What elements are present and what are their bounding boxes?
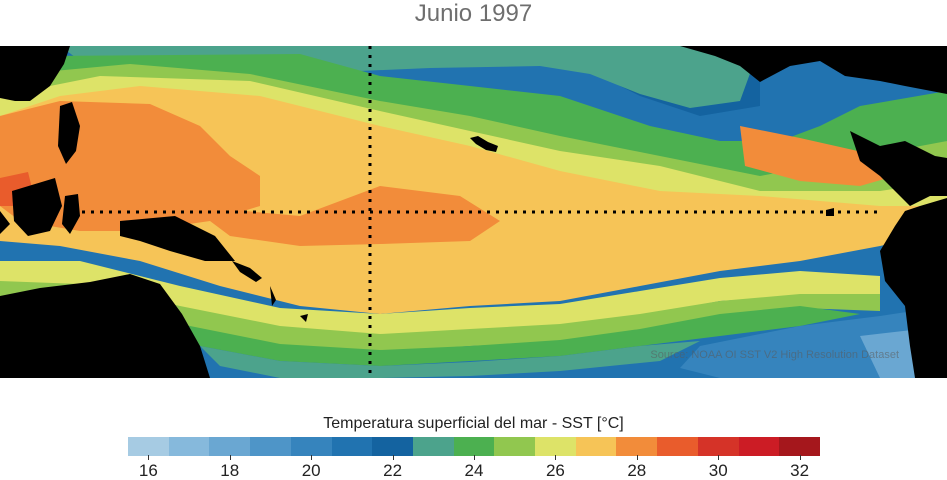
colorbar-tick (636, 455, 638, 460)
warm-pool-east (740, 126, 895, 186)
land-north-america (680, 46, 947, 94)
colorbar-tick (555, 455, 557, 460)
colorbar-tick (474, 455, 475, 460)
map-title: Junio 1997 (414, 0, 533, 27)
land-south-america (880, 198, 947, 378)
colorbar-tick (799, 455, 801, 460)
colorbar-swatch (209, 437, 251, 456)
colorbar-swatch (738, 437, 780, 456)
land-new-guinea (120, 216, 235, 261)
colorbar-tick-label: 24 (464, 461, 484, 480)
colorbar-tick (718, 455, 720, 460)
colorbar-tick-label: 28 (627, 461, 647, 480)
land-australia (0, 274, 210, 378)
land-asia (0, 46, 70, 101)
colorbar-swatch (616, 437, 658, 456)
colorbar-tick-label: 22 (383, 461, 403, 480)
colorbar-swatch (575, 437, 617, 456)
colorbar-tick-label: 30 (708, 461, 728, 480)
land-sulawesi (62, 194, 80, 234)
colorbar-tick (311, 455, 313, 460)
colorbar-swatch (290, 437, 332, 456)
colorbar-swatch (453, 437, 495, 456)
colorbar-tick-label: 18 (220, 461, 240, 480)
colorbar-swatch (128, 437, 169, 456)
colorbar-ticks: 16 18 20 22 24 26 28 30 32 (128, 455, 820, 480)
sst-map (0, 46, 947, 378)
colorbar-tick-label: 16 (138, 461, 158, 480)
land-vanuatu (270, 286, 276, 306)
colorbar-tick-label: 26 (545, 461, 565, 480)
colorbar-swatch (779, 437, 820, 456)
band-warm-28 (0, 86, 947, 314)
colorbar-title: Temperatura superficial del mar - SST [°… (323, 415, 624, 432)
warm-pool-equator (190, 186, 500, 246)
colorbar-swatch (535, 437, 576, 456)
colorbar (128, 437, 820, 456)
land-central-america (850, 131, 947, 206)
colorbar-tick (392, 455, 394, 460)
colorbar-swatch (168, 437, 210, 456)
guide-lines (55, 46, 880, 378)
land-fiji (300, 314, 308, 322)
band-south-25 (180, 306, 860, 366)
colorbar-swatch (657, 437, 698, 456)
colorbar-tick (229, 455, 231, 460)
colorbar-tick-label: 32 (790, 461, 810, 480)
band-south-23 (200, 341, 700, 378)
land-borneo (12, 178, 62, 236)
colorbar-swatch (412, 437, 454, 456)
land-sumatra (0, 211, 10, 234)
colorbar-swatch (494, 437, 536, 456)
colorbar-tick-label: 20 (301, 461, 321, 480)
land-philippines (58, 102, 80, 164)
colorbar-swatch (250, 437, 291, 456)
land-solomon (232, 261, 262, 282)
source-credit: Source: NOAA OI SST V2 High Resolution D… (650, 349, 899, 361)
colorbar-swatch (331, 437, 373, 456)
land-hawaii (470, 136, 498, 152)
colorbar-swatch (697, 437, 739, 456)
colorbar-tick (148, 455, 150, 460)
colorbar-swatch (372, 437, 413, 456)
land-masses (0, 46, 947, 378)
band-south-27 (0, 261, 880, 336)
